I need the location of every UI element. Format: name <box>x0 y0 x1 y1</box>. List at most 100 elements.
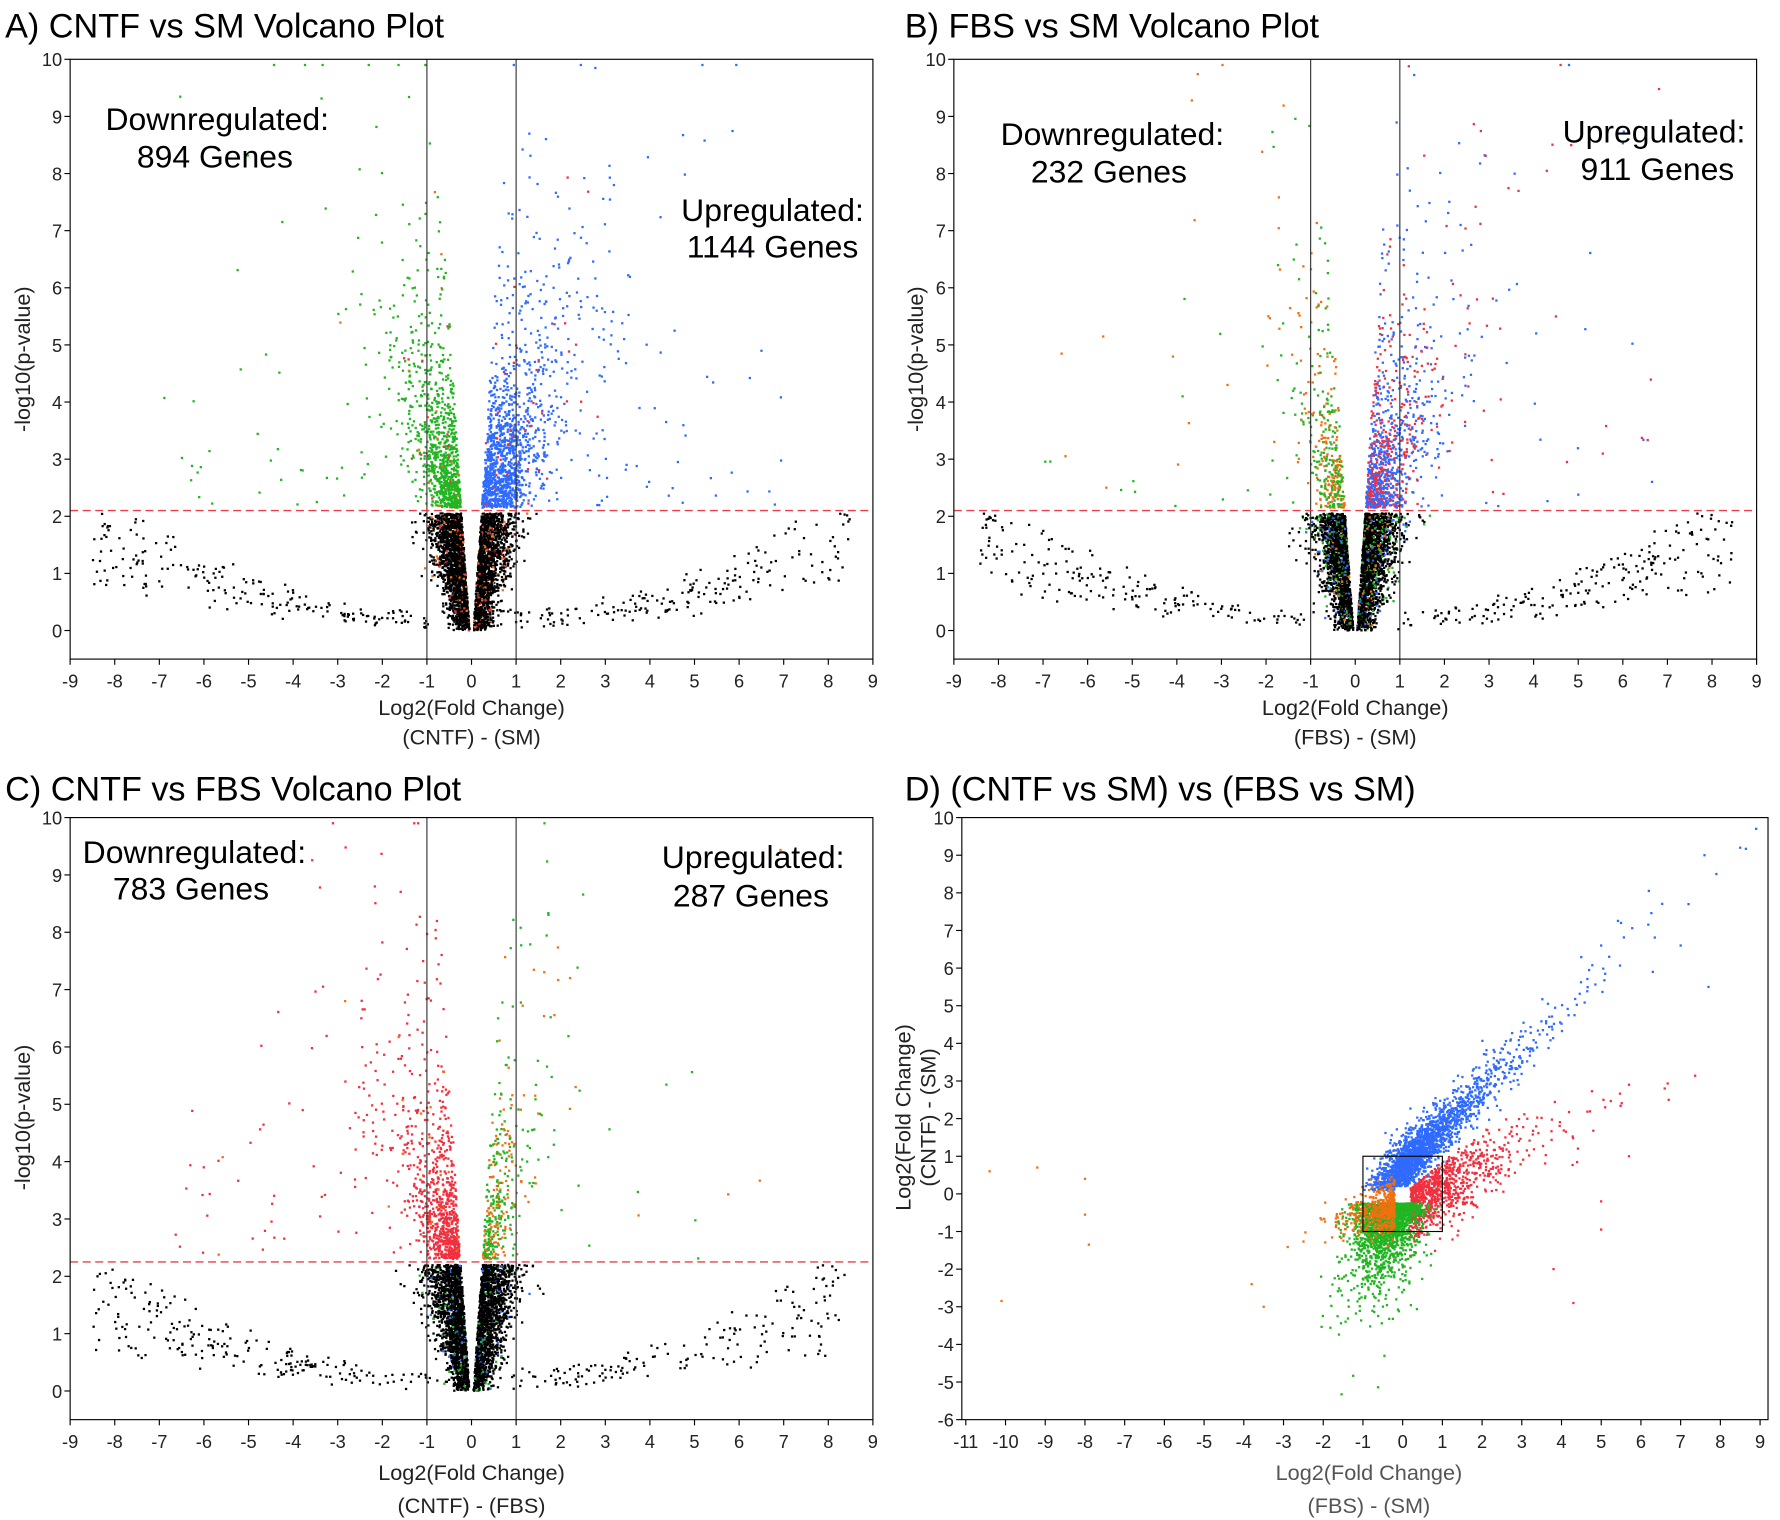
data-point <box>791 556 793 558</box>
data-point <box>417 431 419 433</box>
data-point <box>610 334 612 336</box>
data-point <box>500 299 502 301</box>
data-point <box>404 399 406 401</box>
data-point <box>363 347 365 349</box>
data-point <box>498 513 500 515</box>
data-point <box>145 574 147 576</box>
data-point <box>435 504 437 506</box>
data-point <box>130 529 132 531</box>
data-point <box>405 382 407 384</box>
data-point <box>486 557 488 559</box>
data-point <box>408 364 410 366</box>
data-point <box>437 406 439 408</box>
data-point <box>419 488 421 490</box>
data-point <box>429 470 431 472</box>
data-point <box>451 388 453 390</box>
data-point <box>435 427 437 429</box>
data-point <box>449 418 451 420</box>
data-point <box>613 611 615 613</box>
data-point <box>513 64 515 66</box>
data-point <box>402 294 404 296</box>
data-point <box>411 352 413 354</box>
data-point <box>499 415 501 417</box>
data-point <box>463 583 465 585</box>
data-point <box>479 589 481 591</box>
data-point <box>770 561 772 563</box>
data-point <box>445 586 447 588</box>
data-point <box>428 529 430 531</box>
data-point <box>621 609 623 611</box>
data-point <box>499 571 501 573</box>
data-point <box>320 97 322 99</box>
data-point <box>623 338 625 340</box>
data-point <box>446 574 448 576</box>
data-point <box>429 142 431 144</box>
data-point <box>528 421 530 423</box>
data-point <box>477 580 479 582</box>
data-point <box>443 522 445 524</box>
data-point <box>561 367 563 369</box>
data-point <box>513 525 515 527</box>
data-point <box>602 198 604 200</box>
data-point <box>432 430 434 432</box>
data-point <box>352 270 354 272</box>
data-point <box>385 456 387 458</box>
data-point <box>320 607 322 609</box>
data-point <box>417 343 419 345</box>
data-point <box>638 595 640 597</box>
data-point <box>495 456 497 458</box>
data-point <box>412 385 414 387</box>
data-point <box>340 612 342 614</box>
data-point <box>733 599 735 601</box>
data-point <box>449 481 451 483</box>
data-point <box>442 605 444 607</box>
data-point <box>431 497 433 499</box>
data-point <box>466 610 468 612</box>
data-point <box>837 557 839 559</box>
data-point <box>562 315 564 317</box>
data-point <box>428 428 430 430</box>
data-point <box>706 376 708 378</box>
data-point <box>412 454 414 456</box>
data-point <box>250 602 252 604</box>
data-point <box>422 390 424 392</box>
data-point <box>401 447 403 449</box>
data-point <box>444 408 446 410</box>
data-point <box>428 383 430 385</box>
data-point <box>512 565 514 567</box>
data-point <box>734 568 736 570</box>
data-point <box>101 525 103 527</box>
data-point <box>357 237 359 239</box>
data-point <box>452 544 454 546</box>
data-point <box>756 546 758 548</box>
data-point <box>479 566 481 568</box>
data-point <box>489 612 491 614</box>
data-point <box>481 565 483 567</box>
data-point <box>464 601 466 603</box>
data-point <box>452 495 454 497</box>
data-point <box>622 602 624 604</box>
data-point <box>155 542 157 544</box>
data-point <box>505 578 507 580</box>
data-point <box>482 612 484 614</box>
data-point <box>440 489 442 491</box>
data-point <box>437 576 439 578</box>
data-point <box>527 533 529 535</box>
data-point <box>142 520 144 522</box>
data-point <box>513 277 515 279</box>
data-point <box>492 347 494 349</box>
data-point <box>520 276 522 278</box>
data-point <box>486 559 488 561</box>
data-point <box>433 559 435 561</box>
data-point <box>429 465 431 467</box>
data-point <box>167 535 169 537</box>
data-point <box>457 479 459 481</box>
data-point <box>447 545 449 547</box>
data-point <box>191 465 193 467</box>
data-point <box>433 528 435 530</box>
data-point <box>566 624 568 626</box>
data-point <box>497 625 499 627</box>
data-point <box>604 611 606 613</box>
data-point <box>440 450 442 452</box>
data-point <box>505 400 507 402</box>
